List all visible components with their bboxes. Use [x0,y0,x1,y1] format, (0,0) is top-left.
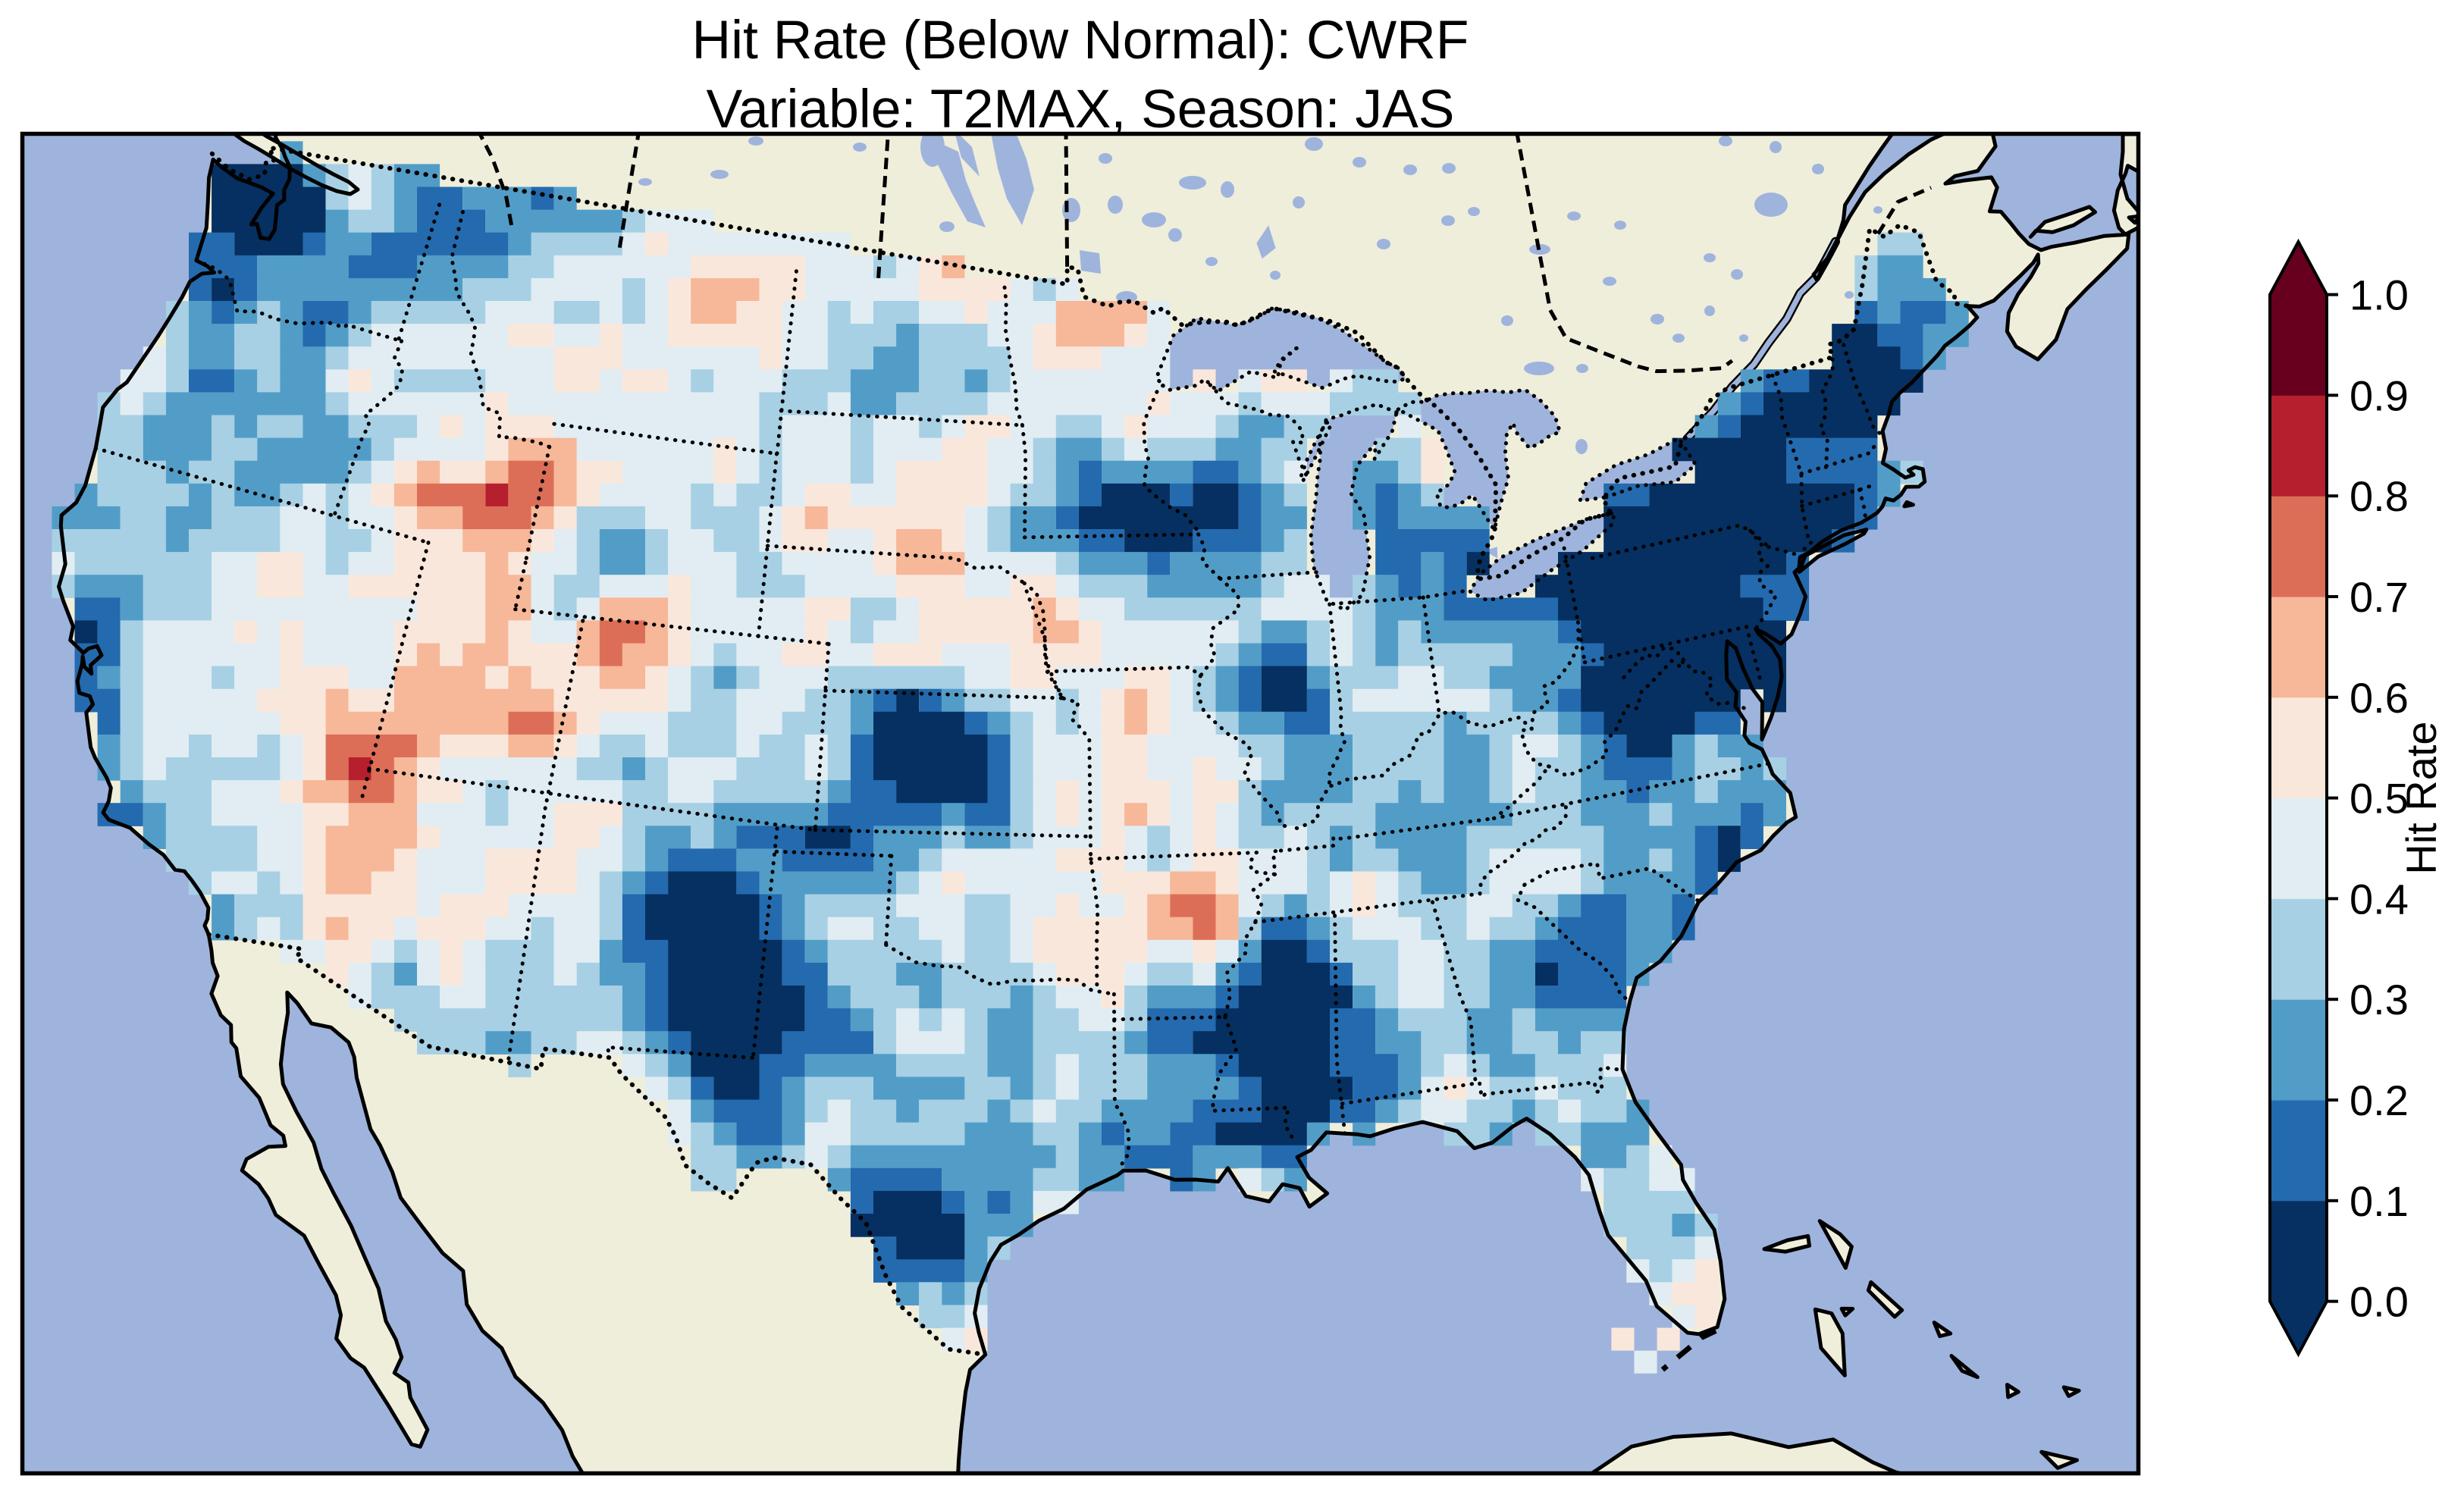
svg-text:Hit Rate: Hit Rate [2397,721,2445,874]
svg-text:0.1: 0.1 [2350,1177,2409,1225]
svg-text:0.4: 0.4 [2350,875,2409,923]
svg-text:0.3: 0.3 [2350,976,2409,1023]
svg-text:Variable: T2MAX, Season: JAS: Variable: T2MAX, Season: JAS [707,79,1455,139]
svg-text:0.2: 0.2 [2350,1076,2409,1124]
svg-text:0.7: 0.7 [2350,573,2409,621]
svg-text:Hit Rate (Below Normal): CWRF: Hit Rate (Below Normal): CWRF [692,10,1469,71]
svg-text:0.5: 0.5 [2350,775,2409,823]
svg-text:0.6: 0.6 [2350,674,2409,722]
svg-text:1.0: 1.0 [2350,271,2409,319]
svg-text:0.9: 0.9 [2350,371,2409,419]
svg-text:0.8: 0.8 [2350,472,2409,520]
svg-text:0.0: 0.0 [2350,1278,2409,1326]
